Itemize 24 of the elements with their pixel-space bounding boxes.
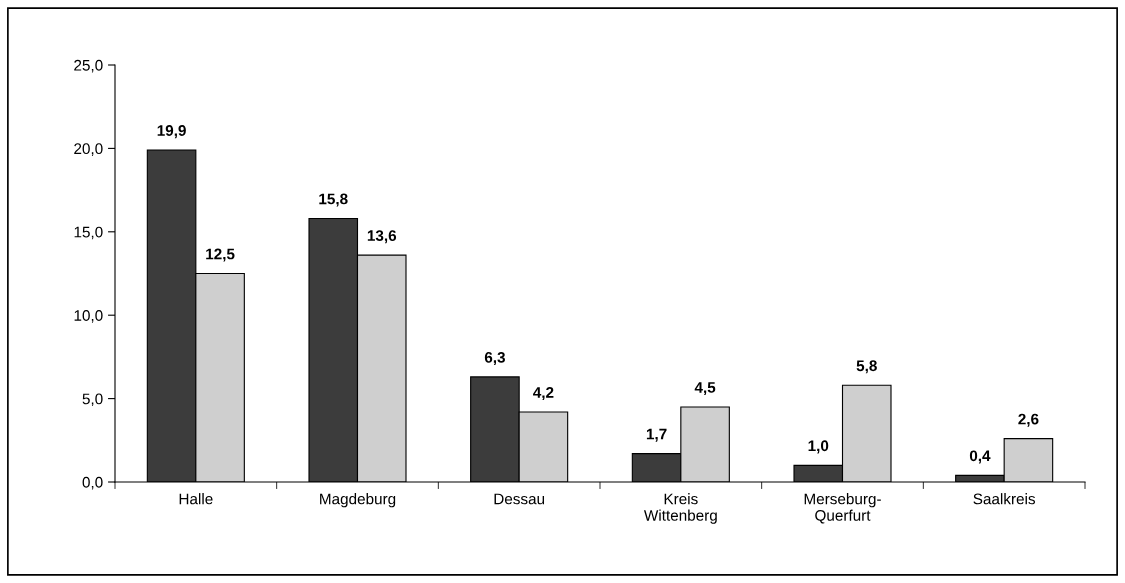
data-label: 0,4	[969, 450, 991, 464]
data-label: 4,2	[533, 386, 554, 401]
data-label: 13,6	[367, 230, 397, 244]
x-tick-label: Saalkreis	[973, 493, 1036, 505]
data-label: 6,3	[484, 351, 505, 365]
data-label: 12,5	[206, 248, 235, 262]
data-label: 1,7	[646, 428, 667, 442]
data-label: 15,8	[319, 193, 348, 207]
y-tick-label: 0,0	[82, 476, 103, 490]
y-tick-label: 10,0	[74, 310, 103, 323]
y-tick-label: 25,0	[74, 59, 103, 73]
y-tick-label: 20,0	[74, 143, 103, 156]
data-label: 19,9	[157, 125, 186, 139]
x-tick-label: Dessau	[494, 493, 545, 505]
x-tick-label: Magdeburg	[320, 493, 396, 508]
y-tick-label: 5,0	[82, 393, 103, 407]
data-label: 1,0	[808, 440, 829, 454]
x-tick-label: Halle	[179, 493, 213, 505]
data-label: 5,8	[856, 360, 877, 374]
data-label: 4,5	[694, 382, 716, 396]
x-tick-label: Kreis Wittenberg	[643, 493, 717, 524]
data-label: 2,6	[1018, 413, 1039, 427]
y-tick-label: 15,0	[74, 226, 103, 240]
x-tick-label: Merseburg- Querfurt	[804, 493, 881, 524]
